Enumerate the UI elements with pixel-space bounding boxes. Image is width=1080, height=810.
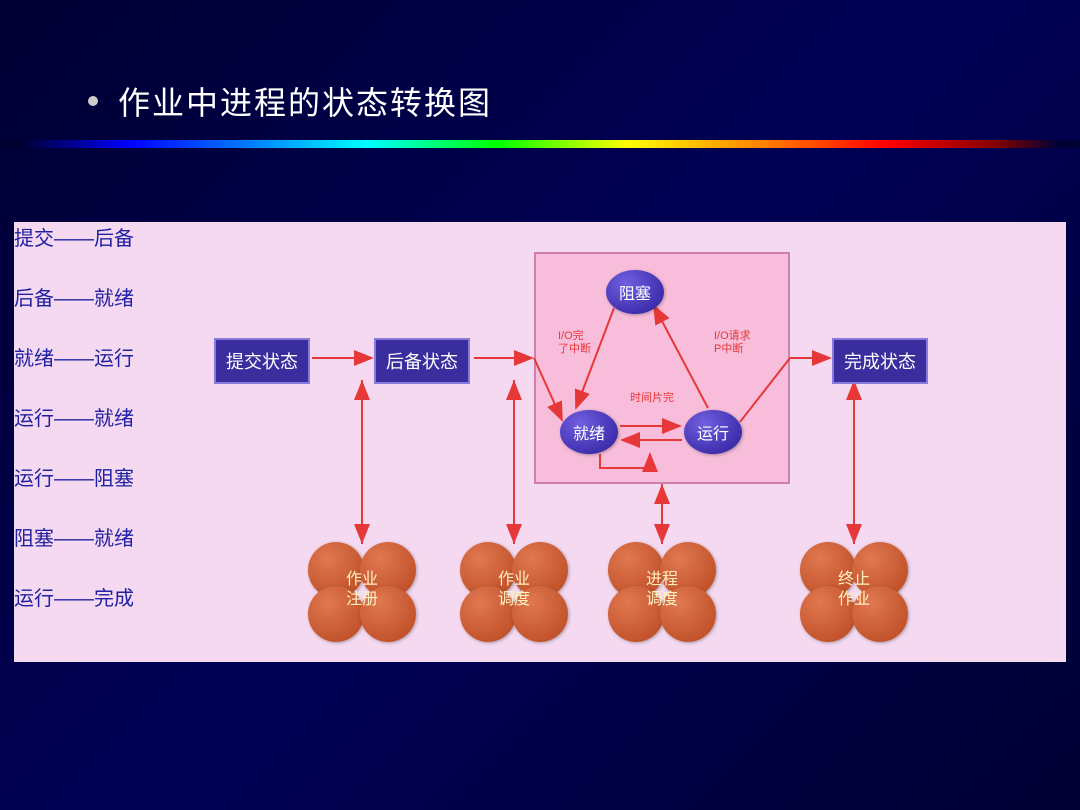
node-ready: 就绪 [560, 410, 618, 454]
slide-title: 作业中进程的状态转换图 [118, 78, 492, 124]
node-blocked: 阻塞 [606, 270, 664, 314]
node-submit: 提交状态 [214, 338, 310, 384]
label-timeslice: 时间片完 [630, 392, 674, 405]
list-item: 就绪――运行 [14, 348, 186, 370]
node-backup: 后备状态 [374, 338, 470, 384]
list-item: 运行――就绪 [14, 408, 186, 430]
list-item: 后备――就绪 [14, 288, 186, 310]
node-complete: 完成状态 [832, 338, 928, 384]
node-running: 运行 [684, 410, 742, 454]
transitions-list: 提交――后备 后备――就绪 就绪――运行 运行――就绪 运行――阻塞 阻塞――就… [14, 228, 186, 648]
clover-register: 作业注册 [302, 542, 422, 642]
slide-title-row: 作业中进程的状态转换图 [88, 78, 492, 124]
clover-terminate: 终止作业 [794, 542, 914, 642]
clover-process: 进程调度 [602, 542, 722, 642]
list-item: 提交――后备 [14, 228, 186, 250]
bullet-icon [88, 96, 98, 106]
state-diagram: 提交――后备 后备――就绪 就绪――运行 运行――就绪 运行――阻塞 阻塞――就… [14, 222, 1066, 662]
rainbow-divider [0, 140, 1080, 148]
clover-schedule: 作业调度 [454, 542, 574, 642]
list-item: 运行――阻塞 [14, 468, 186, 490]
list-item: 运行――完成 [14, 588, 186, 610]
list-item: 阻塞――就绪 [14, 528, 186, 550]
label-io-done: I/O完了中断 [558, 330, 591, 356]
label-io-req: I/O请求P中断 [714, 330, 751, 356]
